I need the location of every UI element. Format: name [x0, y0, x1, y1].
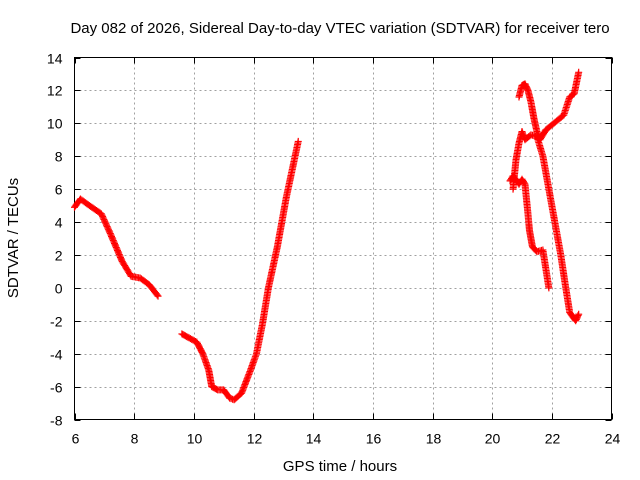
x-tick-label: 8	[131, 431, 139, 447]
x-axis-label: GPS time / hours	[283, 458, 397, 475]
x-tick-label: 6	[72, 431, 80, 447]
y-tick-label: 12	[47, 83, 63, 99]
data-marks	[71, 68, 583, 404]
axis-ticks	[74, 57, 613, 421]
plot-frame	[74, 57, 612, 420]
x-tick-label: 22	[545, 431, 561, 447]
x-tick-label: 16	[366, 431, 382, 447]
y-tick-label: 8	[55, 149, 63, 165]
y-tick-label: 0	[55, 281, 63, 297]
x-tick-label: 10	[187, 431, 203, 447]
x-tick-label: 18	[426, 431, 442, 447]
series-segment-4	[509, 128, 583, 325]
x-tick-labels: 6 8 10 12 14 16 18 20 22 24	[72, 431, 621, 447]
y-tick-label: -2	[50, 314, 63, 330]
x-tick-label: 24	[605, 431, 621, 447]
data-point	[154, 292, 162, 300]
chart-title: Day 082 of 2026, Sidereal Day-to-day VTE…	[70, 20, 609, 37]
x-tick-label: 14	[306, 431, 322, 447]
x-tick-label: 20	[485, 431, 501, 447]
y-tick-label: 10	[47, 116, 63, 132]
data-point	[294, 137, 302, 145]
y-tick-label: -8	[50, 413, 63, 429]
series-segment-5	[515, 68, 583, 144]
x-tick-label: 12	[247, 431, 263, 447]
y-tick-labels: -8 -6 -4 -2 0 2 4 6 8 10 12 14	[47, 51, 63, 429]
y-tick-label: 14	[47, 51, 63, 67]
y-tick-label: -4	[50, 347, 63, 363]
y-tick-label: -6	[50, 380, 63, 396]
series-segment-1	[71, 195, 162, 300]
y-tick-label: 6	[55, 182, 63, 198]
grid-lines	[74, 57, 612, 420]
y-tick-label: 4	[55, 215, 63, 231]
y-axis-label: SDTVAR / TECUs	[5, 178, 22, 298]
data-point	[153, 291, 161, 299]
data-point	[575, 310, 583, 318]
data-point	[545, 284, 553, 292]
data-point	[575, 68, 583, 76]
y-tick-label: 2	[55, 248, 63, 264]
series-segment-2	[178, 137, 302, 404]
